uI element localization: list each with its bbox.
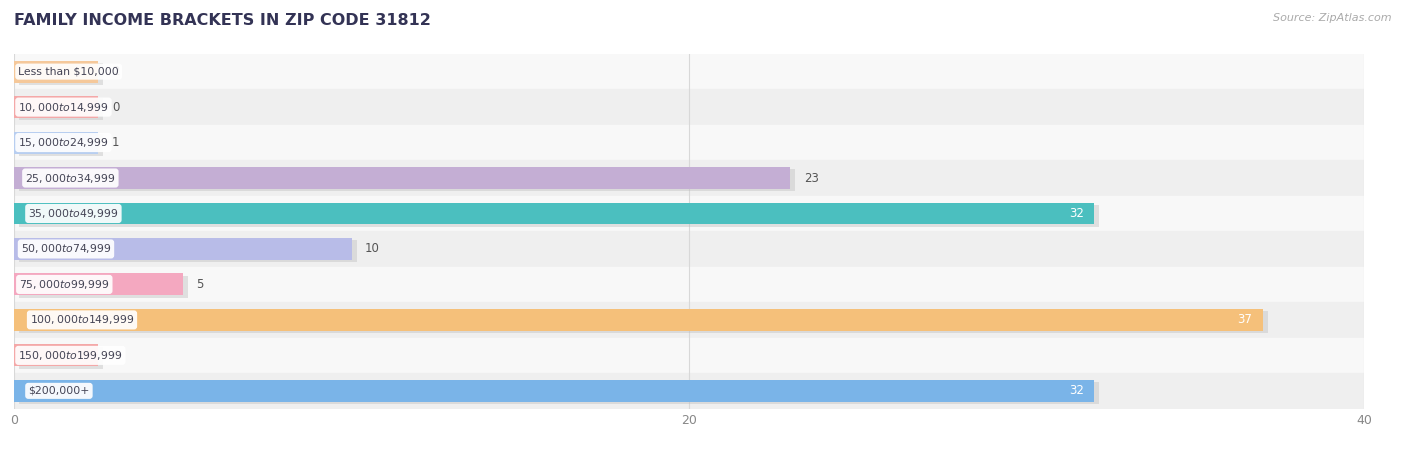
Bar [14, 167, 790, 189]
Bar [20, 205, 1099, 227]
Bar [20, 98, 104, 120]
Bar [14, 125, 1364, 160]
Text: 2: 2 [112, 65, 120, 78]
Text: $150,000 to $199,999: $150,000 to $199,999 [18, 349, 122, 362]
Bar [14, 238, 352, 260]
Bar [14, 373, 1364, 409]
Text: FAMILY INCOME BRACKETS IN ZIP CODE 31812: FAMILY INCOME BRACKETS IN ZIP CODE 31812 [14, 13, 430, 28]
Bar [20, 134, 104, 156]
Bar [14, 309, 1263, 331]
Bar [14, 267, 1364, 302]
Bar [14, 338, 1364, 373]
Text: $10,000 to $14,999: $10,000 to $14,999 [18, 101, 108, 114]
Text: 32: 32 [1069, 384, 1084, 397]
Text: $75,000 to $99,999: $75,000 to $99,999 [20, 278, 110, 291]
Text: 23: 23 [804, 172, 818, 185]
Bar [20, 169, 796, 191]
Text: 37: 37 [1237, 313, 1253, 326]
Text: $50,000 to $74,999: $50,000 to $74,999 [21, 242, 111, 255]
Text: 10: 10 [366, 242, 380, 255]
Bar [20, 311, 1268, 333]
Bar [14, 132, 98, 154]
Bar [20, 240, 357, 262]
Text: $15,000 to $24,999: $15,000 to $24,999 [18, 136, 108, 149]
Bar [20, 382, 1099, 404]
Bar [14, 96, 98, 118]
Bar [14, 196, 1364, 231]
Bar [20, 347, 104, 369]
Text: 0: 0 [112, 349, 120, 362]
Bar [14, 344, 98, 366]
Bar [14, 380, 1094, 402]
Bar [14, 89, 1364, 125]
Text: $35,000 to $49,999: $35,000 to $49,999 [28, 207, 118, 220]
Bar [14, 61, 98, 83]
Text: $25,000 to $34,999: $25,000 to $34,999 [25, 172, 115, 185]
Text: 5: 5 [197, 278, 204, 291]
Bar [14, 302, 1364, 338]
Text: Source: ZipAtlas.com: Source: ZipAtlas.com [1274, 13, 1392, 23]
Bar [20, 63, 104, 85]
Bar [20, 276, 188, 298]
Text: $200,000+: $200,000+ [28, 386, 90, 396]
Text: Less than $10,000: Less than $10,000 [18, 66, 120, 77]
Bar [14, 160, 1364, 196]
Text: 0: 0 [112, 101, 120, 114]
Bar [14, 54, 1364, 89]
Text: 1: 1 [112, 136, 120, 149]
Text: $100,000 to $149,999: $100,000 to $149,999 [30, 313, 134, 326]
Bar [14, 273, 183, 295]
Bar [14, 231, 1364, 267]
Bar [14, 202, 1094, 224]
Text: 32: 32 [1069, 207, 1084, 220]
